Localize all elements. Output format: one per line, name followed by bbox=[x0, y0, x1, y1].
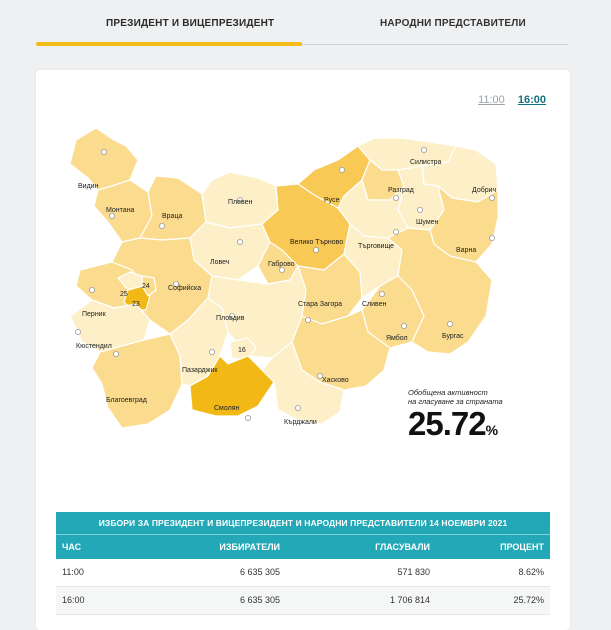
cell-voted: 1 706 814 bbox=[389, 595, 430, 605]
label-blagoevgrad: Благоевград bbox=[106, 397, 147, 404]
city-dot-vidin bbox=[101, 148, 108, 155]
cell-hour: 16:00 bbox=[62, 595, 85, 605]
city-dot-vratsa bbox=[159, 223, 166, 230]
city-dot-blagoevgrad bbox=[113, 350, 120, 357]
label-kardzhali: Кърджали bbox=[284, 419, 317, 426]
active-tab-indicator bbox=[36, 42, 302, 46]
region-kyustendil[interactable] bbox=[69, 299, 151, 353]
turnout-card: 11:00 16:00 bbox=[36, 70, 570, 630]
label-plovdiv: Пловдив bbox=[216, 315, 245, 322]
city-dot-dobrich bbox=[488, 195, 495, 202]
city-dot-gabrovo bbox=[278, 266, 285, 273]
table-row: 16:00 6 635 305 1 706 814 25.72% bbox=[56, 587, 550, 615]
bulgaria-turnout-map: Видин Монтана Враца Плевен Русе Силистра… bbox=[69, 127, 499, 429]
city-dot-ruse bbox=[338, 167, 345, 174]
label-sliven: Сливен bbox=[362, 301, 387, 308]
region-stara-zagora[interactable] bbox=[297, 253, 363, 325]
turnout-caption-line2: на гласуване за страната bbox=[408, 397, 503, 406]
header-voters: ИЗБИРАТЕЛИ bbox=[219, 542, 280, 552]
label-smolyan: Смолян bbox=[214, 405, 239, 412]
city-dot-pleven bbox=[236, 197, 243, 204]
label-burgas: Бургас bbox=[442, 333, 464, 340]
city-dot-sliven bbox=[378, 290, 385, 297]
city-dot-kyustendil bbox=[74, 328, 81, 335]
label-yambol: Ямбол bbox=[386, 334, 408, 342]
label-pernik: Перник bbox=[82, 311, 107, 318]
time-option-1600[interactable]: 16:00 bbox=[517, 94, 546, 106]
city-dot-yambol bbox=[400, 322, 407, 329]
table-row: 11:00 6 635 305 571 830 8.62% bbox=[56, 559, 550, 587]
label-dobrich: Добрич bbox=[472, 186, 497, 194]
city-dot-pernik bbox=[89, 286, 96, 293]
city-dot-varna bbox=[488, 235, 495, 242]
time-option-1100[interactable]: 11:00 bbox=[478, 94, 505, 106]
city-dot-lovech bbox=[236, 239, 243, 246]
label-haskovo: Хасково bbox=[322, 377, 349, 384]
header-voted: ГЛАСУВАЛИ bbox=[375, 542, 430, 552]
cell-voters: 6 635 305 bbox=[239, 567, 280, 577]
turnout-table: ИЗБОРИ ЗА ПРЕЗИДЕНТ И ВИЦЕПРЕЗИДЕНТ И НА… bbox=[56, 512, 550, 615]
label-montana: Монтана bbox=[106, 207, 135, 214]
label-stara-zagora: Стара Загора bbox=[298, 301, 342, 308]
turnout-summary: Обобщена активност на гласуване за стран… bbox=[408, 388, 558, 448]
table-title: ИЗБОРИ ЗА ПРЕЗИДЕНТ И ВИЦЕПРЕЗИДЕНТ И НА… bbox=[56, 512, 550, 534]
city-dot-sofiyska bbox=[173, 280, 180, 287]
city-dot-pazardzhik bbox=[208, 348, 215, 355]
label-sofiyska: Софийска bbox=[168, 284, 201, 292]
city-dot-targovishte bbox=[392, 229, 399, 236]
header-percent: ПРОЦЕНТ bbox=[500, 542, 544, 552]
label-pleven: Плевен bbox=[228, 199, 253, 206]
turnout-unit: % bbox=[485, 422, 498, 438]
label-vratsa: Враца bbox=[162, 213, 182, 220]
city-dot-veliko-tarnovo bbox=[312, 247, 319, 254]
region-blagoevgrad[interactable] bbox=[91, 333, 183, 429]
region-varna[interactable] bbox=[429, 185, 499, 263]
city-dot-kardzhali bbox=[294, 404, 301, 411]
label-shumen: Шумен bbox=[416, 219, 439, 226]
label-vidin: Видин bbox=[78, 183, 99, 190]
label-kyustendil: Кюстендил bbox=[76, 343, 112, 350]
city-dot-smolyan bbox=[244, 414, 251, 421]
cell-hour: 11:00 bbox=[62, 567, 84, 577]
region-kardzhali[interactable] bbox=[261, 341, 345, 425]
label-lovech: Ловеч bbox=[210, 259, 230, 266]
tab-parliament[interactable]: НАРОДНИ ПРЕДСТАВИТЕЛИ bbox=[380, 18, 526, 29]
label-ruse: Русе bbox=[324, 197, 340, 204]
city-dot-plovdiv bbox=[228, 312, 235, 319]
label-district-25: 25 bbox=[120, 291, 128, 298]
city-dot-shumen bbox=[416, 207, 423, 214]
region-targovishte[interactable] bbox=[337, 179, 409, 239]
city-dot-montana bbox=[109, 213, 116, 220]
tab-bar: ПРЕЗИДЕНТ И ВИЦЕПРЕЗИДЕНТ НАРОДНИ ПРЕДСТ… bbox=[36, 8, 568, 46]
label-targovishte: Търговище bbox=[358, 243, 394, 250]
label-pazardzhik: Пазарджик bbox=[182, 367, 218, 374]
label-razgrad: Разград bbox=[388, 187, 414, 194]
region-burgas[interactable] bbox=[387, 227, 493, 355]
label-veliko-tarnovo: Велико Търново bbox=[290, 239, 343, 246]
label-varna: Варна bbox=[456, 247, 476, 254]
turnout-caption-line1: Обобщена активност bbox=[408, 388, 488, 397]
label-district-16: 16 bbox=[238, 347, 246, 354]
city-dot-burgas bbox=[446, 320, 453, 327]
label-silistra: Силистра bbox=[410, 159, 442, 166]
city-dot-silistra bbox=[420, 146, 427, 153]
time-switch: 11:00 16:00 bbox=[468, 94, 546, 106]
label-gabrovo: Габрово bbox=[268, 260, 295, 268]
city-dot-stara-zagora bbox=[304, 316, 311, 323]
cell-voters: 6 635 305 bbox=[239, 595, 280, 605]
region-sofia-25[interactable] bbox=[117, 271, 143, 291]
turnout-value: 25.72% bbox=[408, 406, 558, 448]
label-district-24: 24 bbox=[142, 283, 150, 290]
cell-voted: 571 830 bbox=[397, 567, 430, 577]
cell-percent: 25.72% bbox=[513, 595, 544, 605]
turnout-number: 25.72 bbox=[408, 405, 487, 442]
table-header-row: ЧАС ИЗБИРАТЕЛИ ГЛАСУВАЛИ ПРОЦЕНТ bbox=[56, 534, 550, 559]
tab-president[interactable]: ПРЕЗИДЕНТ И ВИЦЕПРЕЗИДЕНТ bbox=[106, 18, 275, 29]
city-dot-razgrad bbox=[392, 195, 399, 202]
cell-percent: 8.62% bbox=[518, 567, 544, 577]
header-hour: ЧАС bbox=[62, 542, 82, 552]
city-dot-haskovo bbox=[316, 372, 323, 379]
label-district-23: 23 bbox=[132, 301, 140, 308]
region-plovdiv-16[interactable] bbox=[229, 337, 257, 361]
